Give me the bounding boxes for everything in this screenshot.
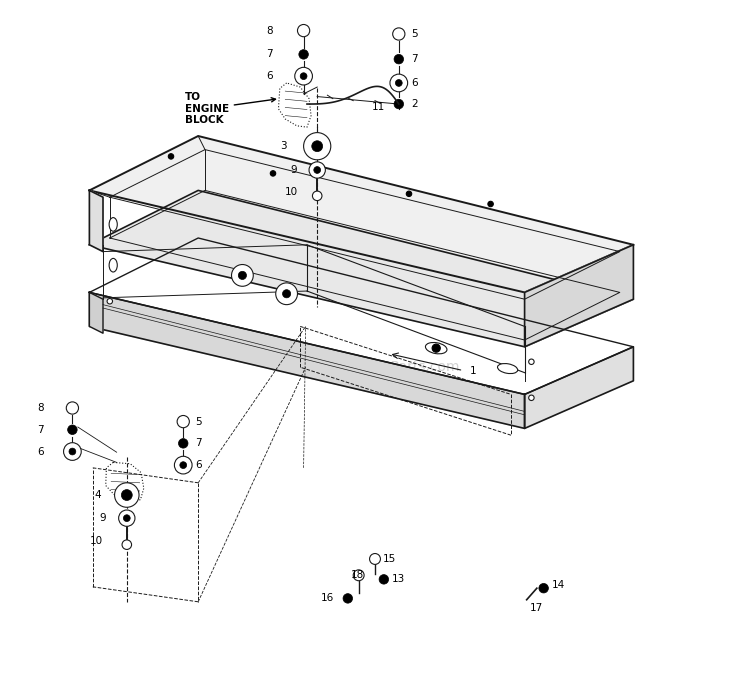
- Text: 7: 7: [266, 50, 273, 59]
- Circle shape: [232, 265, 254, 286]
- Circle shape: [66, 402, 79, 414]
- Text: 11: 11: [371, 102, 385, 112]
- Polygon shape: [524, 347, 634, 428]
- Circle shape: [304, 133, 331, 160]
- Text: 9: 9: [100, 513, 106, 523]
- Circle shape: [122, 490, 132, 500]
- Circle shape: [115, 483, 139, 507]
- Circle shape: [270, 171, 276, 176]
- Text: 10: 10: [89, 536, 103, 545]
- Text: 18: 18: [350, 571, 364, 580]
- Polygon shape: [89, 190, 634, 347]
- Circle shape: [488, 201, 494, 207]
- Text: TO
ENGINE
BLOCK: TO ENGINE BLOCK: [184, 92, 275, 125]
- Circle shape: [394, 99, 404, 109]
- Text: eReplacementParts.com: eReplacementParts.com: [291, 360, 459, 374]
- Circle shape: [124, 515, 130, 522]
- Text: 15: 15: [383, 554, 397, 564]
- Circle shape: [276, 283, 298, 305]
- Ellipse shape: [109, 218, 117, 231]
- Circle shape: [69, 448, 76, 455]
- Circle shape: [529, 359, 534, 364]
- Circle shape: [379, 575, 388, 584]
- Circle shape: [406, 191, 412, 197]
- Circle shape: [295, 67, 313, 85]
- Circle shape: [177, 415, 189, 428]
- Circle shape: [370, 554, 380, 564]
- Polygon shape: [89, 136, 634, 292]
- Circle shape: [394, 54, 404, 64]
- Text: 7: 7: [37, 425, 44, 435]
- Circle shape: [168, 154, 174, 159]
- Circle shape: [68, 425, 77, 435]
- Text: 14: 14: [552, 580, 565, 590]
- Circle shape: [309, 162, 326, 178]
- Circle shape: [343, 594, 352, 603]
- Polygon shape: [89, 292, 524, 428]
- Text: 5: 5: [196, 417, 202, 426]
- Text: 7: 7: [411, 54, 418, 64]
- Circle shape: [395, 80, 402, 86]
- Circle shape: [118, 510, 135, 526]
- Circle shape: [313, 191, 322, 201]
- Circle shape: [529, 395, 534, 401]
- Text: 9: 9: [290, 165, 296, 175]
- Circle shape: [107, 299, 112, 304]
- Polygon shape: [89, 190, 103, 252]
- Circle shape: [64, 443, 81, 460]
- Text: 7: 7: [196, 439, 202, 448]
- Polygon shape: [89, 292, 103, 333]
- Text: 10: 10: [284, 187, 298, 197]
- Circle shape: [180, 462, 187, 469]
- Circle shape: [175, 456, 192, 474]
- Text: 6: 6: [37, 447, 44, 456]
- Text: 13: 13: [392, 575, 405, 584]
- Text: 5: 5: [411, 29, 418, 39]
- Ellipse shape: [109, 258, 117, 272]
- Circle shape: [393, 28, 405, 40]
- Ellipse shape: [497, 364, 517, 373]
- Circle shape: [390, 74, 408, 92]
- Ellipse shape: [425, 343, 447, 354]
- Circle shape: [432, 344, 440, 352]
- Circle shape: [178, 439, 188, 448]
- Circle shape: [122, 540, 131, 549]
- Text: 17: 17: [530, 603, 543, 613]
- Text: 8: 8: [37, 403, 44, 413]
- Circle shape: [298, 24, 310, 37]
- Text: 1: 1: [470, 366, 477, 375]
- Circle shape: [314, 167, 320, 173]
- Circle shape: [300, 73, 307, 80]
- Circle shape: [283, 290, 291, 298]
- Text: 6: 6: [411, 78, 418, 88]
- Text: 6: 6: [266, 71, 273, 81]
- Circle shape: [353, 570, 364, 581]
- Polygon shape: [524, 245, 634, 347]
- Circle shape: [238, 271, 247, 279]
- Circle shape: [539, 583, 548, 593]
- Text: 4: 4: [94, 490, 100, 500]
- Circle shape: [298, 50, 308, 59]
- Text: 8: 8: [266, 26, 273, 35]
- Text: 3: 3: [280, 141, 286, 151]
- Text: 2: 2: [411, 99, 418, 109]
- Text: 6: 6: [196, 460, 202, 470]
- Text: 16: 16: [320, 594, 334, 603]
- Circle shape: [312, 141, 322, 152]
